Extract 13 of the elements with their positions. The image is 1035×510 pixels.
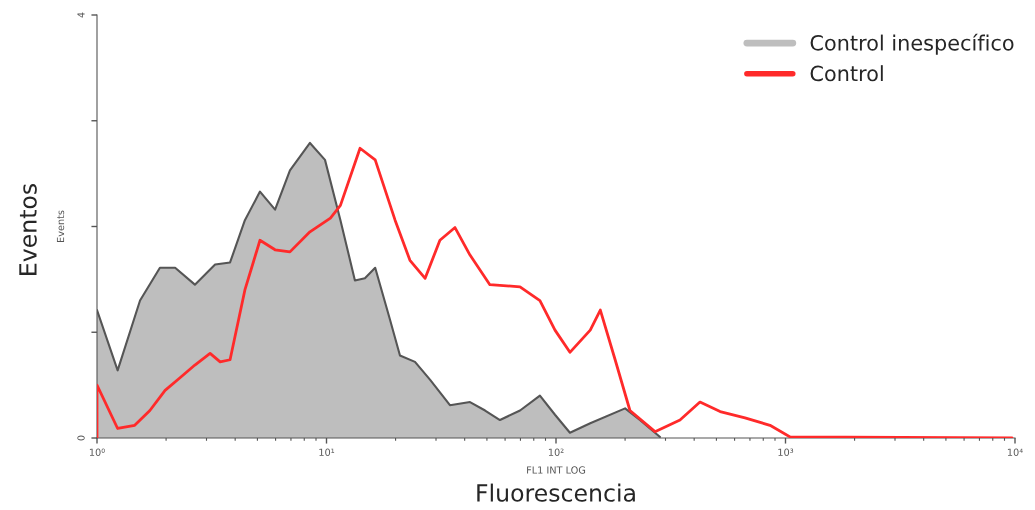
text: Fluorescencia (477, 483, 635, 502)
x-tick-label: 10⁰ (89, 448, 105, 456)
y-axis-title: Events (56, 210, 65, 242)
y-tick-label: 0 (77, 435, 85, 441)
x-tick-label: 10⁴ (1007, 448, 1023, 456)
text: Eventos (19, 183, 37, 275)
legend-label: Control inespecífico (810, 33, 1014, 55)
x-tick-label: 10³ (778, 448, 794, 456)
y-tick-label: 4 (77, 12, 85, 18)
x-axis-title: FL1 INT LOG (527, 466, 586, 474)
x-tick-label: 10¹ (319, 448, 335, 456)
x-tick-label: 10² (548, 448, 564, 456)
legend-label: Control (810, 65, 883, 82)
